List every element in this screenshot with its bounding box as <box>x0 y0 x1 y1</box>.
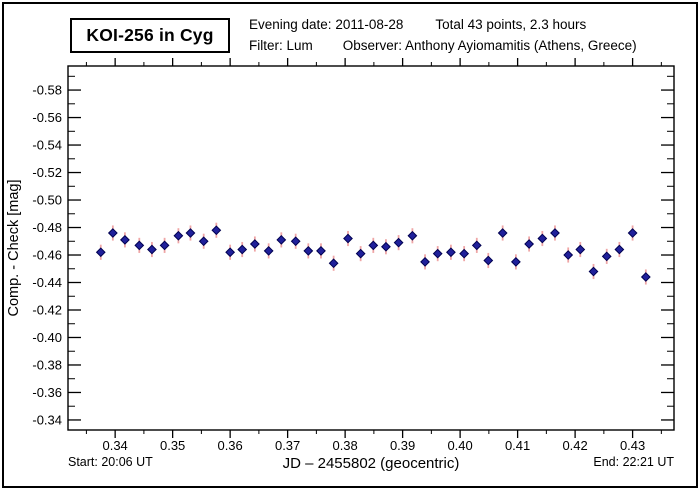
y-tick-label: -0.56 <box>32 110 62 125</box>
data-point <box>198 236 209 247</box>
observation-info: Evening date: 2011-08-28 Total 43 points… <box>249 14 637 56</box>
x-tick-label: 0.42 <box>562 438 587 453</box>
x-tick-label: 0.39 <box>390 438 415 453</box>
data-point <box>249 239 260 249</box>
data-point <box>497 228 508 238</box>
data-point <box>563 250 574 260</box>
x-tick-label: 0.37 <box>275 438 300 453</box>
data-point <box>432 248 443 259</box>
data-point <box>459 248 470 259</box>
x-tick-label: 0.35 <box>160 438 185 453</box>
data-point <box>107 228 118 238</box>
points-summary-text: Total 43 points, 2.3 hours <box>435 17 587 32</box>
data-point <box>483 255 494 266</box>
y-tick-label: -0.36 <box>32 385 62 400</box>
x-tick-label: 0.38 <box>332 438 357 453</box>
y-tick-label: -0.54 <box>32 138 62 153</box>
x-tick-label: 0.40 <box>447 438 472 453</box>
y-tick-label: -0.42 <box>32 302 62 317</box>
y-tick-label: -0.34 <box>32 412 62 427</box>
data-point <box>355 248 366 259</box>
data-point <box>510 256 521 267</box>
y-tick-label: -0.48 <box>32 220 62 235</box>
data-point <box>393 237 404 248</box>
y-tick-label: -0.50 <box>32 193 62 208</box>
x-tick-label: 0.34 <box>102 438 127 453</box>
y-tick-label: -0.44 <box>32 275 62 290</box>
chart-title-box: KOI-256 in Cyg <box>70 18 230 53</box>
x-tick-label: 0.43 <box>620 438 645 453</box>
data-point <box>276 234 287 245</box>
data-point <box>368 240 379 251</box>
data-point <box>537 233 548 244</box>
start-time-label: Start: 20:06 UT <box>68 455 153 469</box>
plot-frame <box>67 65 675 431</box>
data-point <box>614 244 625 255</box>
filter-text: Filter: Lum <box>249 38 313 53</box>
data-point <box>381 241 391 252</box>
data-point <box>225 247 236 258</box>
chart-title: KOI-256 in Cyg <box>86 25 214 45</box>
data-point <box>237 244 248 255</box>
data-point <box>524 239 535 249</box>
data-point <box>120 234 130 245</box>
observation-info-line2: Filter: Lum Observer: Anthony Ayiomamiti… <box>249 35 637 56</box>
data-point <box>328 258 339 269</box>
data-point <box>159 240 170 251</box>
x-tick-label: 0.36 <box>217 438 242 453</box>
data-point <box>343 233 353 244</box>
data-point <box>173 230 184 241</box>
x-axis-title: JD – 2455802 (geocentric) <box>283 455 460 472</box>
data-point <box>407 230 418 241</box>
x-tick-label: 0.41 <box>505 438 530 453</box>
evening-date-text: Evening date: 2011-08-28 <box>249 17 404 32</box>
data-point <box>263 245 274 256</box>
data-point <box>471 240 482 251</box>
data-point <box>290 236 301 247</box>
data-point <box>640 272 651 282</box>
y-tick-label: -0.52 <box>32 165 62 180</box>
observation-info-line1: Evening date: 2011-08-28 Total 43 points… <box>249 14 637 35</box>
y-tick-label: -0.46 <box>32 248 62 263</box>
data-point <box>575 244 586 255</box>
data-point <box>185 228 196 238</box>
data-point <box>95 247 106 258</box>
data-point <box>303 245 314 256</box>
observer-text: Observer: Anthony Ayiomamitis (Athens, G… <box>342 38 637 53</box>
y-tick-label: -0.40 <box>32 330 62 345</box>
data-point <box>134 240 145 251</box>
data-point <box>446 247 456 258</box>
y-tick-label: -0.58 <box>32 83 62 98</box>
y-axis-title: Comp. - Check [mag] <box>6 180 22 317</box>
data-point <box>420 256 430 267</box>
end-time-label: End: 22:21 UT <box>593 455 674 469</box>
data-point <box>550 228 560 238</box>
data-point <box>601 251 612 262</box>
data-point <box>316 245 326 256</box>
y-tick-label: -0.38 <box>32 357 62 372</box>
data-point <box>147 244 157 255</box>
data-point <box>627 228 638 238</box>
data-point <box>588 266 599 277</box>
data-point <box>211 225 222 236</box>
